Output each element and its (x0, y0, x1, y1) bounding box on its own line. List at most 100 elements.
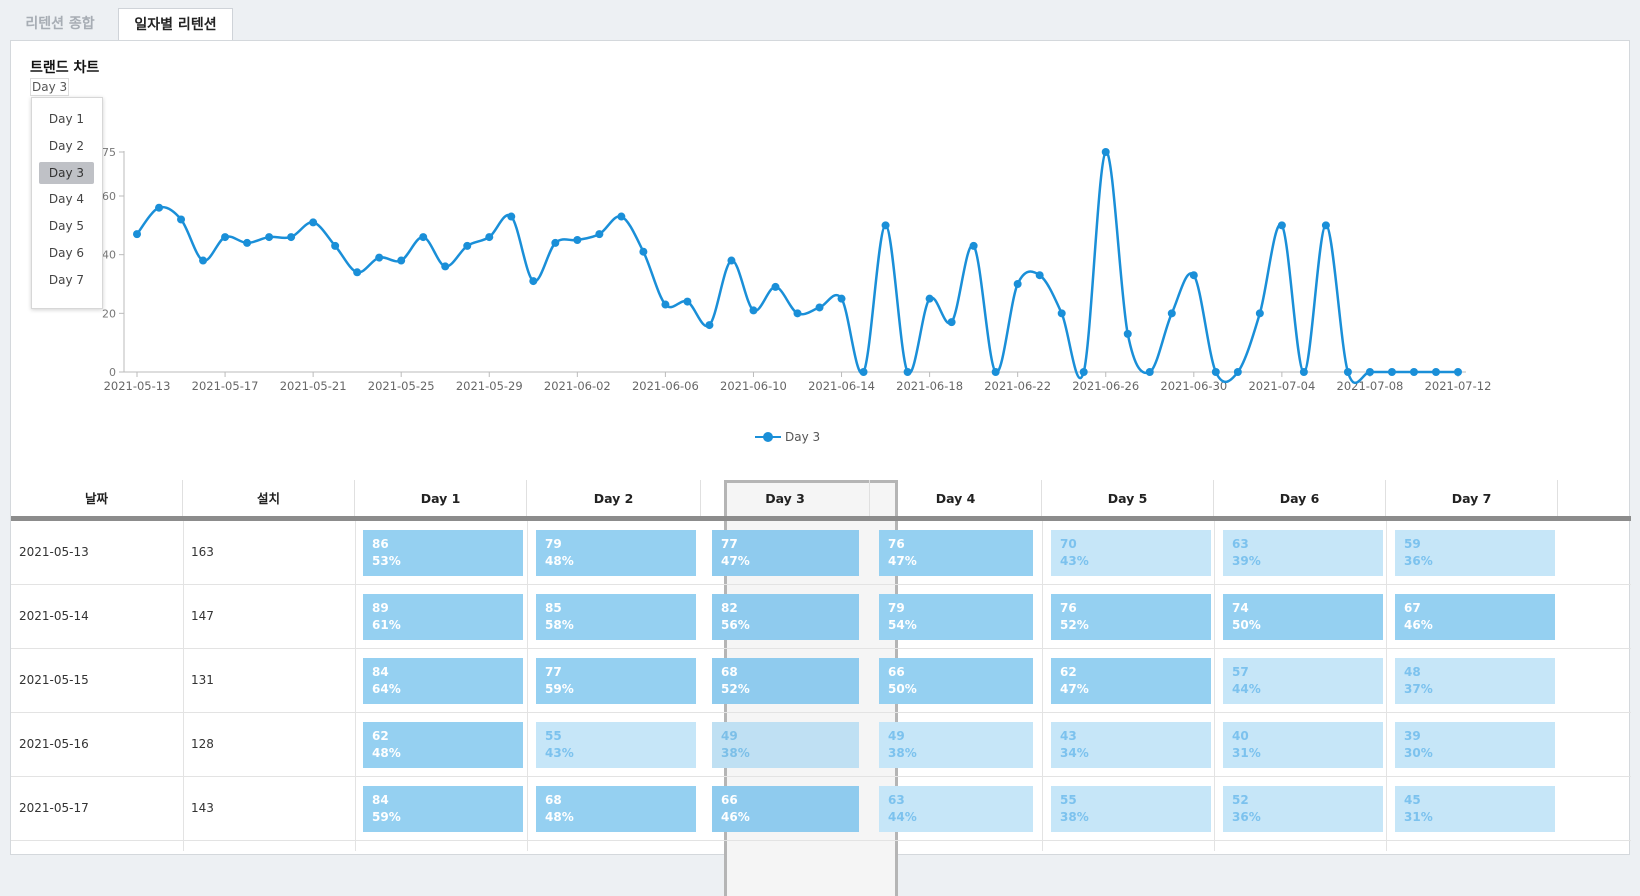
retention-count: 57 (1232, 665, 1249, 679)
legend-label: Day 3 (785, 430, 820, 444)
retention-percent: 64% (372, 682, 401, 696)
retention-percent: 44% (888, 810, 917, 824)
data-point (595, 230, 604, 239)
col-header-day-2[interactable]: Day 2 (527, 480, 701, 518)
retention-cell-day-2: 85 58% (536, 594, 696, 640)
retention-cell-day-3: 49 38% (712, 722, 859, 768)
retention-cell-day-6: 52 36% (1223, 786, 1383, 832)
table-row[interactable]: 2021-05-15 131 84 64% 77 59% 68 52% 66 50% 62 47% 57… (11, 649, 1631, 713)
retention-cell-day-2: 68 48% (536, 786, 696, 832)
dropdown-option-day-3[interactable]: Day 3 (39, 161, 94, 184)
data-point (771, 282, 780, 291)
retention-percent: 39% (1232, 554, 1261, 568)
data-point (1057, 309, 1066, 318)
x-tick-label: 2021-06-02 (544, 379, 611, 393)
tab-daily-retention[interactable]: 일자별 리텐션 (118, 8, 233, 41)
retention-cell-day-7: 59 36% (1395, 530, 1555, 576)
retention-percent: 43% (1060, 554, 1089, 568)
col-header-day-1[interactable]: Day 1 (355, 480, 527, 518)
data-point (287, 233, 296, 242)
retention-count: 67 (1404, 601, 1421, 615)
col-header-day-7[interactable]: Day 7 (1386, 480, 1558, 518)
retention-cell-day-1: 62 48% (363, 722, 523, 768)
data-point (221, 233, 230, 242)
y-tick-label: 60 (102, 190, 116, 203)
col-header-date[interactable]: 날짜 (11, 480, 183, 518)
table-row[interactable]: 2021-05-14 147 89 61% 85 58% 82 56% 79 54% 76 52% 74… (11, 585, 1631, 649)
x-tick-label: 2021-07-12 (1425, 379, 1492, 393)
y-tick-label: 40 (102, 249, 116, 262)
retention-percent: 31% (1232, 746, 1261, 760)
x-tick-label: 2021-05-29 (456, 379, 523, 393)
data-point (1321, 221, 1330, 230)
retention-percent: 36% (1404, 554, 1433, 568)
col-header-day-6[interactable]: Day 6 (1214, 480, 1386, 518)
retention-percent: 52% (721, 682, 750, 696)
day-select[interactable]: Day 3 (30, 78, 70, 96)
x-tick-label: 2021-06-18 (896, 379, 963, 393)
retention-cell-day-3: 82 56% (712, 594, 859, 640)
row-date: 2021-05-17 (19, 801, 89, 815)
retention-count: 66 (888, 665, 905, 679)
column-divider (355, 521, 356, 851)
retention-percent: 47% (1060, 682, 1089, 696)
data-point (573, 236, 582, 244)
retention-cell-day-3: 68 52% (712, 658, 859, 704)
dropdown-option-day-2[interactable]: Day 2 (48, 138, 85, 153)
row-installs: 147 (191, 609, 214, 623)
column-divider (1386, 521, 1387, 851)
data-point (991, 368, 1000, 376)
retention-cell-day-7: 48 37% (1395, 658, 1555, 704)
retention-count: 63 (888, 793, 905, 807)
retention-percent: 53% (372, 554, 401, 568)
table-row[interactable]: 2021-05-13 163 86 53% 79 48% 77 47% 76 47% 70 43% 63… (11, 521, 1631, 585)
dropdown-option-day-6[interactable]: Day 6 (48, 246, 85, 260)
dropdown-option-day-4[interactable]: Day 4 (48, 192, 85, 207)
retention-count: 59 (1404, 537, 1421, 551)
retention-count: 55 (545, 729, 562, 743)
data-point (397, 256, 406, 265)
retention-percent: 38% (888, 746, 917, 760)
retention-count: 84 (372, 793, 389, 807)
tab-bar: 리텐션 종합 일자별 리텐션 (0, 0, 1640, 41)
retention-cell-day-5: 43 34% (1051, 722, 1211, 768)
col-header-installs[interactable]: 설치 (183, 480, 355, 518)
retention-cell-day-1: 84 59% (363, 786, 523, 832)
col-header-day-3[interactable]: Day 3 (701, 480, 870, 518)
series-line-day-3 (136, 150, 1458, 384)
retention-cell-day-4: 76 47% (879, 530, 1033, 576)
data-point (727, 256, 736, 265)
column-divider (1214, 521, 1215, 851)
retention-cell-day-4: 79 54% (879, 594, 1033, 640)
data-point (485, 233, 494, 242)
col-header-day-5[interactable]: Day 5 (1042, 480, 1214, 518)
retention-count: 76 (888, 537, 905, 551)
retention-cell-day-2: 77 59% (536, 658, 696, 704)
retention-percent: 36% (1232, 810, 1261, 824)
data-point (529, 277, 538, 286)
retention-percent: 44% (1232, 682, 1261, 696)
retention-cell-day-3: 66 46% (712, 786, 859, 832)
retention-percent: 38% (721, 746, 750, 760)
data-point (375, 253, 384, 262)
x-tick-label: 2021-06-22 (984, 379, 1051, 393)
retention-count: 77 (545, 665, 562, 679)
dropdown-option-day-1[interactable]: Day 1 (48, 112, 85, 126)
y-tick-label: 75 (102, 146, 116, 159)
data-point (1387, 368, 1396, 376)
dropdown-option-day-5[interactable]: Day 5 (48, 219, 85, 234)
retention-cell-day-5: 76 52% (1051, 594, 1211, 640)
table-row[interactable]: 2021-05-17 143 84 59% 68 48% 66 46% 63 44% 55 38% 52… (11, 777, 1631, 841)
retention-cell-day-7: 67 46% (1395, 594, 1555, 640)
retention-count: 66 (721, 793, 738, 807)
col-header-day-4[interactable]: Day 4 (870, 480, 1042, 518)
data-point (1454, 368, 1462, 376)
retention-count: 89 (372, 601, 389, 615)
retention-percent: 43% (545, 746, 574, 760)
retention-count: 82 (721, 601, 738, 615)
table-row[interactable]: 2021-05-16 128 62 48% 55 43% 49 38% 49 38% 43 34% 40… (11, 713, 1631, 777)
tab-retention-summary[interactable]: 리텐션 종합 (25, 16, 95, 32)
retention-cell-day-6: 40 31% (1223, 722, 1383, 768)
retention-count: 79 (545, 537, 562, 551)
dropdown-option-day-7[interactable]: Day 7 (48, 272, 85, 287)
